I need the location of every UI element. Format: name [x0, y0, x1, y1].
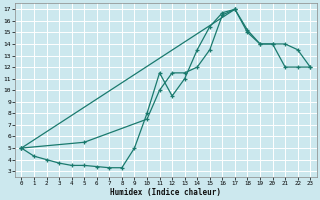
X-axis label: Humidex (Indice chaleur): Humidex (Indice chaleur) [110, 188, 221, 197]
